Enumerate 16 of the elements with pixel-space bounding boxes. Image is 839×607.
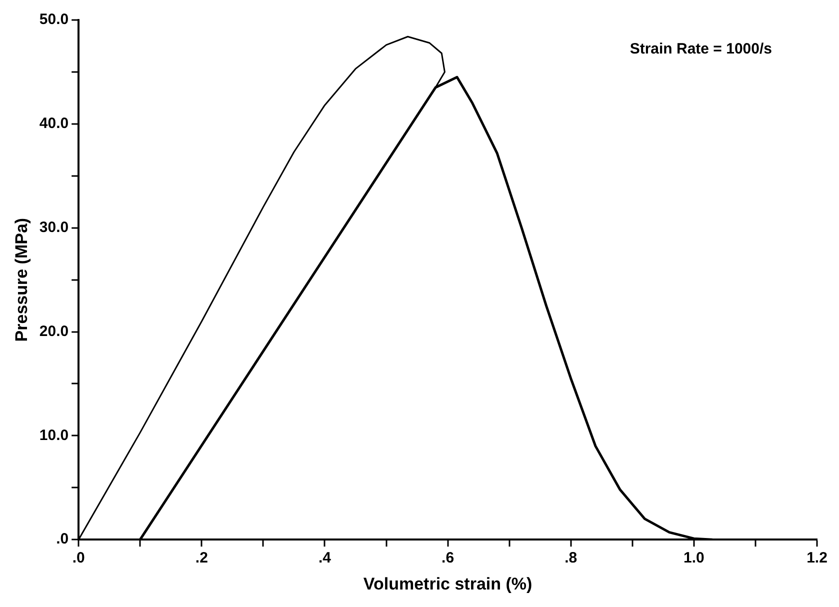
x-tick-label: .0 — [72, 550, 85, 567]
x-tick-label: .4 — [318, 550, 332, 567]
y-tick-label: 50.0 — [39, 11, 69, 28]
y-tick-label: 20.0 — [39, 322, 69, 340]
x-tick-label: 1.0 — [684, 550, 704, 567]
y-tick-label: 40.0 — [39, 115, 69, 132]
x-tick-label: .2 — [195, 550, 208, 567]
annotation: Strain Rate = 1000/s — [630, 40, 772, 58]
x-tick-label: .8 — [564, 550, 578, 567]
x-tick-label: .6 — [442, 550, 454, 567]
x-axis-title: Volumetric strain (%) — [363, 574, 532, 594]
y-axis-title: Pressure (MPa) — [12, 218, 31, 342]
y-tick-label: .0 — [56, 530, 69, 548]
x-tick-label: 1.2 — [806, 550, 828, 567]
y-tick-label: 30.0 — [39, 218, 69, 236]
y-tick-label: 10.0 — [39, 426, 69, 444]
